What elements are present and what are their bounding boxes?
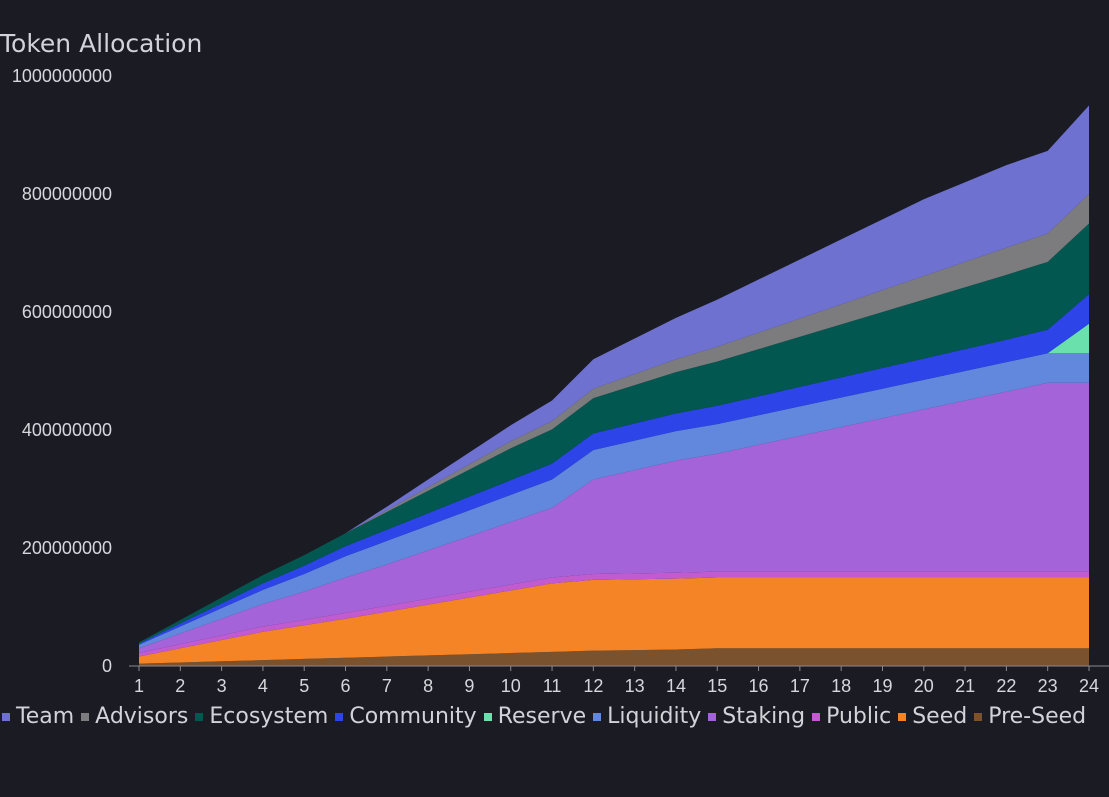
legend-swatch: [708, 713, 717, 721]
x-tick-label: 1: [134, 676, 144, 696]
x-tick-label: 18: [831, 676, 851, 696]
x-tick-label: 13: [625, 676, 645, 696]
area-team: [139, 105, 1089, 643]
x-tick-label: 2: [175, 676, 185, 696]
y-tick-label: 1000000000: [12, 66, 112, 86]
area-staking: [139, 382, 1089, 654]
legend-label: Reserve: [497, 704, 587, 729]
legend-item-seed[interactable]: Seed: [898, 702, 967, 732]
x-tick-label: 3: [217, 676, 227, 696]
legend-item-community[interactable]: Community: [335, 702, 477, 732]
token-allocation-chart: Token Allocation 0 200000000 400000000 6000…: [0, 29, 1109, 696]
x-tick-label: 12: [583, 676, 603, 696]
legend-label: Advisors: [95, 704, 189, 729]
legend-item-ecosystem[interactable]: Ecosystem: [195, 702, 328, 732]
legend-item-reserve[interactable]: Reserve: [483, 702, 587, 732]
area-liquidity: [139, 353, 1089, 649]
x-tick-label: 10: [501, 676, 521, 696]
y-tick-label: 200000000: [22, 538, 112, 558]
y-tick-label: 600000000: [22, 302, 112, 322]
area-pre-seed: [139, 648, 1089, 666]
x-tick-label: 4: [258, 676, 268, 696]
legend-label: Public: [826, 704, 892, 729]
legend-item-pre-seed[interactable]: Pre-Seed: [974, 702, 1086, 732]
legend-label: Ecosystem: [209, 704, 329, 729]
legend-label: Community: [349, 704, 477, 729]
x-tick-label: 21: [955, 676, 975, 696]
y-axis: 0 200000000 400000000 600000000 800000000 100…: [12, 66, 112, 676]
area-layers: [139, 105, 1089, 666]
y-tick-label: 0: [102, 656, 112, 676]
x-tick-label: 6: [341, 676, 351, 696]
area-ecosystem: [139, 223, 1089, 644]
legend-item-public[interactable]: Public: [812, 702, 891, 732]
x-tick-label: 8: [423, 676, 433, 696]
legend-item-liquidity[interactable]: Liquidity: [593, 702, 701, 732]
x-tick-label: 19: [872, 676, 892, 696]
legend-swatch: [81, 713, 90, 721]
legend-label: Staking: [722, 704, 806, 729]
legend-label: Team: [16, 704, 75, 729]
x-tick-label: 17: [790, 676, 810, 696]
legend-swatch: [812, 713, 821, 721]
legend-swatch: [898, 713, 907, 721]
chart-title: Token Allocation: [0, 29, 202, 58]
legend-item-advisors[interactable]: Advisors: [81, 702, 188, 732]
x-tick-label: 22: [996, 676, 1016, 696]
legend-swatch: [974, 713, 983, 721]
x-axis: 1 2 3 4 5 6 7 8 9 10 11 12 13 14 15 16 17 18 19 20 21 22 23 24: [129, 665, 1109, 696]
legend-label: Pre-Seed: [988, 704, 1087, 729]
legend-swatch: [335, 713, 344, 721]
legend-swatch: [2, 713, 10, 721]
x-tick-label: 15: [707, 676, 727, 696]
legend-swatch: [195, 713, 204, 721]
x-tick-label: 5: [299, 676, 309, 696]
x-tick-label: 20: [914, 676, 934, 696]
x-tick-label: 16: [749, 676, 769, 696]
legend-item-staking[interactable]: Staking: [708, 702, 805, 732]
legend-swatch: [483, 713, 492, 721]
x-tick-label: 24: [1079, 676, 1099, 696]
x-tick-label: 23: [1038, 676, 1058, 696]
legend-swatch: [593, 713, 602, 721]
chart-legend: Team Advisors Ecosystem Community Reserve Liq…: [2, 702, 1109, 732]
area-community: [139, 294, 1089, 645]
area-advisors: [139, 194, 1089, 643]
legend-item-team[interactable]: Team: [2, 702, 74, 732]
y-tick-label: 800000000: [22, 184, 112, 204]
x-tick-label: 9: [464, 676, 474, 696]
legend-label: Seed: [912, 704, 968, 729]
x-tick-label: 7: [382, 676, 392, 696]
x-tick-label: 14: [666, 676, 686, 696]
x-tick-label: 11: [543, 676, 562, 696]
area-seed: [139, 577, 1089, 664]
legend-label: Liquidity: [607, 704, 702, 729]
y-tick-label: 400000000: [22, 420, 112, 440]
